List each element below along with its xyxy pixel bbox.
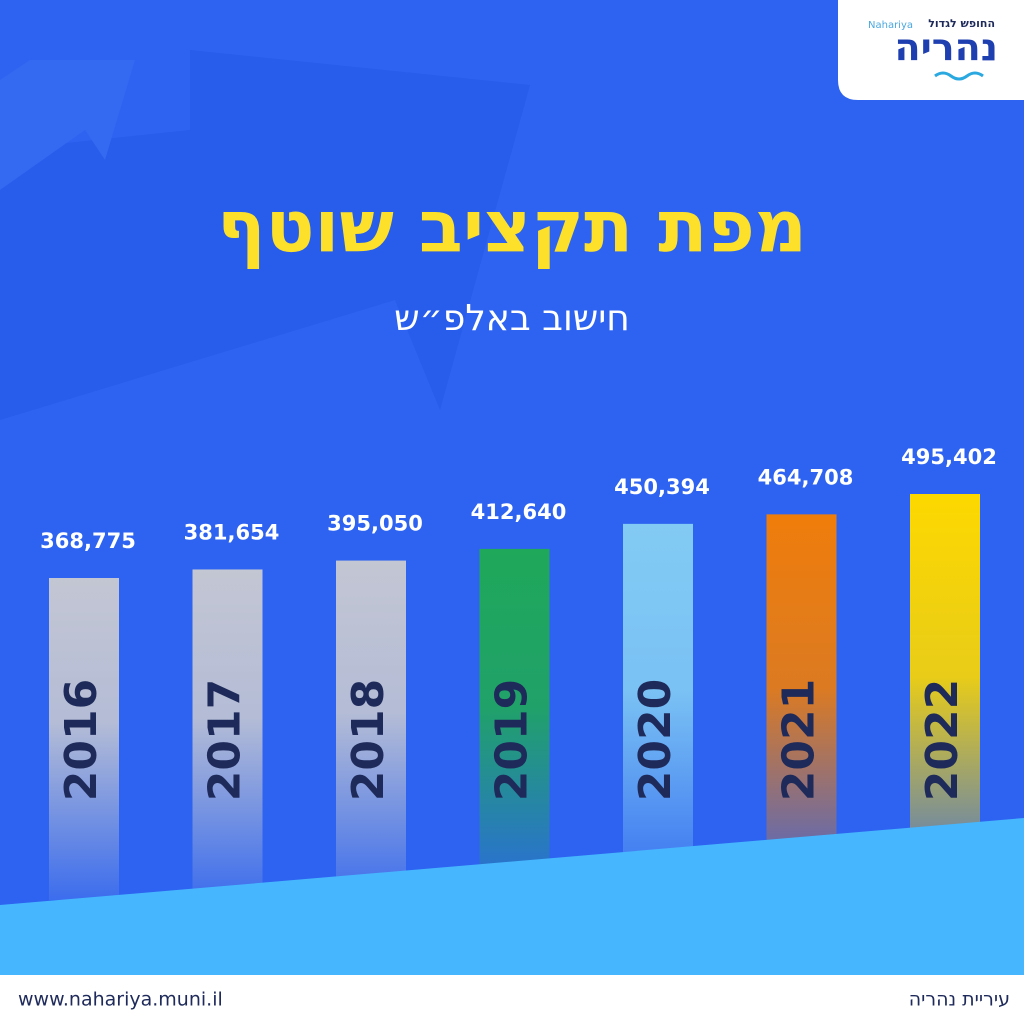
- chart-subtitle: חישוב באלפ״ש: [394, 298, 630, 339]
- value-label: 495,402: [901, 445, 997, 469]
- value-label: 381,654: [184, 520, 280, 544]
- bar: [192, 569, 263, 900]
- logo-name: נהריה: [895, 26, 999, 70]
- year-label: 2020: [630, 679, 681, 801]
- year-label: 2017: [200, 679, 251, 801]
- logo-slogan: החופש לגדול: [928, 17, 995, 30]
- bar: [49, 578, 119, 900]
- footer-url: www.nahariya.muni.il: [18, 989, 223, 1011]
- footer-city: עיריית נהריה: [909, 989, 1010, 1011]
- logo-box: [838, 0, 1024, 100]
- value-label: 450,394: [614, 475, 710, 499]
- logo-wave: [934, 71, 984, 81]
- footer-bar: [0, 975, 1024, 1024]
- value-label: 464,708: [758, 465, 854, 489]
- ground: [0, 818, 1024, 975]
- year-label: 2016: [56, 679, 107, 801]
- decor-arrows: [0, 50, 530, 420]
- value-label: 395,050: [327, 512, 423, 536]
- bar: [623, 523, 693, 900]
- year-label: 2018: [343, 679, 394, 801]
- value-label: 368,775: [40, 529, 136, 553]
- year-label: 2022: [917, 679, 968, 801]
- bar: [479, 548, 550, 900]
- chart-title: מפת תקציב שוטף: [217, 185, 807, 269]
- bars: 368,775 2016 381,654 2017 395,050 2018 412,640…: [40, 445, 997, 900]
- year-label: 2021: [774, 679, 825, 801]
- logo-latin: Nahariya: [868, 20, 913, 31]
- bar: [336, 560, 406, 900]
- value-label: 412,640: [471, 500, 567, 524]
- year-label: 2019: [487, 679, 538, 801]
